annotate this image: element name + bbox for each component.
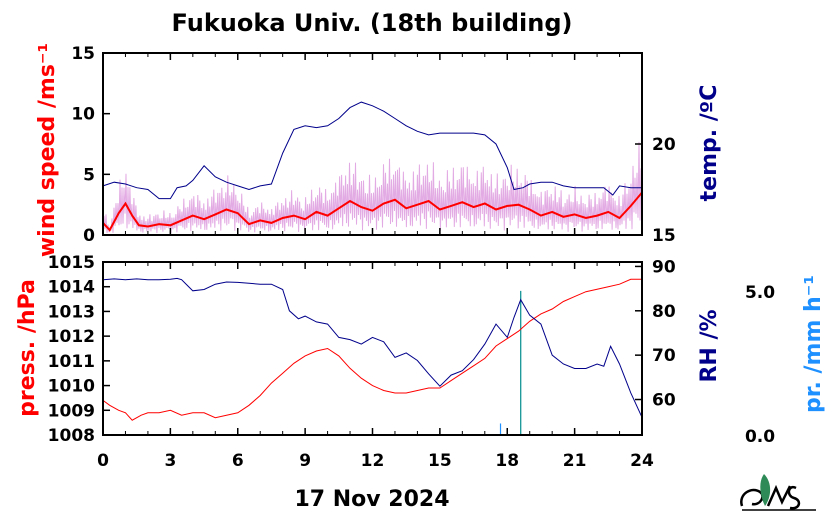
x-tick-label: 9: [299, 451, 311, 471]
right-tick-label: 20: [652, 135, 676, 155]
pressure-axis-label: press. /hPa: [15, 279, 40, 417]
left-tick-label: 1011: [48, 352, 95, 372]
right-tick-label: 90: [652, 257, 676, 277]
x-tick-label: 21: [563, 451, 587, 471]
x-tick-label: 0: [97, 451, 109, 471]
rain-tick-label-high: 5.0: [745, 283, 775, 303]
temperature-line: [102, 101, 642, 200]
wind-speed-line: [102, 191, 643, 232]
left-tick-label: 1015: [48, 253, 95, 273]
top-panel: 0 5 10 15 15 20: [71, 44, 676, 246]
wind-gust-trace: [102, 141, 643, 234]
left-tick-label: 1014: [48, 278, 95, 298]
wind-speed-axis-label: wind speed /ms⁻¹: [35, 43, 60, 257]
bottom-panel: 0 3 6 9 12 15 18 21 24 1008 1009 1010 1011 1012 1013 10…: [48, 253, 676, 471]
plot-frame: [102, 261, 643, 436]
left-tick-label: 15: [71, 44, 95, 64]
precipitation-axis-label: pr. /mm h⁻¹: [801, 275, 826, 413]
x-tick-label: 15: [428, 451, 452, 471]
x-tick-label: 6: [232, 451, 244, 471]
right-tick-label: 15: [652, 226, 676, 246]
humidity-axis-label: RH /%: [697, 309, 722, 382]
right-tick-label: 60: [652, 391, 676, 411]
x-axis-date-label: 17 Nov 2024: [294, 487, 449, 512]
left-tick-label: 1012: [48, 327, 95, 347]
temperature-axis-label: temp. /ºC: [697, 85, 722, 202]
left-tick-label: 0: [83, 226, 95, 246]
fukuoka-univ-logo: [740, 474, 816, 511]
rain-tick-label-zero: 0.0: [745, 427, 775, 447]
left-tick-label: 5: [83, 165, 95, 185]
left-tick-label: 1009: [48, 401, 95, 421]
pressure-line: [102, 278, 642, 421]
left-tick-label: 1008: [48, 426, 95, 446]
left-tick-label: 1013: [48, 302, 95, 322]
x-tick-label: 3: [164, 451, 176, 471]
chart-title: Fukuoka Univ. (18th building): [172, 9, 573, 37]
x-tick-label: 12: [361, 451, 385, 471]
left-tick-label: 1010: [48, 377, 95, 397]
left-tick-label: 10: [71, 105, 95, 125]
x-tick-label: 18: [495, 451, 519, 471]
right-tick-label: 70: [652, 346, 676, 366]
x-tick-label: 24: [630, 451, 654, 471]
humidity-line: [102, 277, 643, 418]
right-tick-label: 80: [652, 302, 676, 322]
